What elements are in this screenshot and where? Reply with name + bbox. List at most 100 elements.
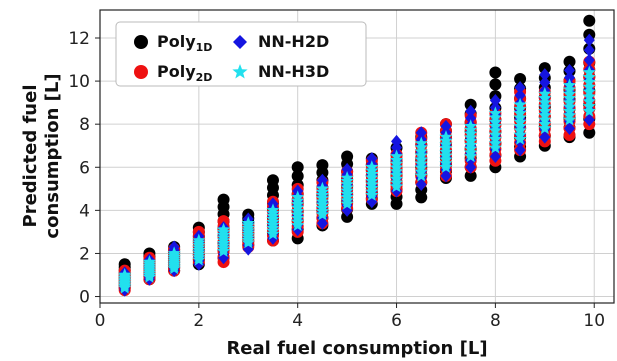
point-nn-h3d <box>439 145 453 158</box>
point-nn-h2d <box>415 126 427 140</box>
point-poly-1d <box>489 78 502 91</box>
y-tick-label: 2 <box>79 244 90 264</box>
data-points <box>118 14 596 297</box>
point-nn-h3d <box>562 87 577 100</box>
y-tick-label: 12 <box>68 29 90 49</box>
point-nn-h2d <box>465 160 477 174</box>
point-nn-h2d <box>341 162 353 176</box>
point-poly-1d <box>583 126 596 139</box>
point-nn-h2d <box>465 111 477 125</box>
point-nn-h3d <box>118 268 132 281</box>
y-tick-label: 8 <box>79 115 90 135</box>
point-poly-1d <box>583 14 596 27</box>
point-nn-h3d <box>414 156 428 170</box>
point-nn-h3d <box>513 106 527 120</box>
point-nn-h2d <box>489 93 501 107</box>
point-nn-h3d <box>538 104 552 117</box>
point-nn-h3d <box>562 99 577 113</box>
point-nn-h3d <box>562 104 577 117</box>
point-nn-h3d <box>562 91 577 104</box>
point-nn-h3d <box>439 137 453 151</box>
point-nn-h2d <box>539 75 551 89</box>
point-nn-h3d <box>315 181 330 195</box>
point-nn-h3d <box>582 89 596 103</box>
point-nn-h2d <box>514 81 526 95</box>
point-poly-1d <box>316 159 329 172</box>
point-nn-h3d <box>439 149 453 162</box>
point-nn-h3d <box>365 160 379 173</box>
point-nn-h3d <box>414 140 428 154</box>
point-nn-h2d <box>564 121 576 135</box>
point-nn-h2d <box>514 88 526 102</box>
legend-label-poly1d: Poly1D <box>157 32 212 54</box>
x-tick-label: 0 <box>95 311 106 331</box>
point-nn-h3d <box>414 148 428 162</box>
point-nn-h2d <box>391 134 403 148</box>
point-nn-h3d <box>464 119 478 132</box>
x-tick-label: 8 <box>490 311 501 331</box>
y-axis-label-line1: Predicted fuel <box>20 85 41 228</box>
axis-ticks: 0 2 4 6 8 10 0 2 4 6 8 10 12 <box>68 29 605 331</box>
point-nn-h3d <box>464 130 478 144</box>
point-nn-h3d <box>538 99 552 113</box>
legend-marker-nn-h3d <box>232 64 248 79</box>
legend-marker-poly2d <box>134 65 148 79</box>
x-tick-label: 4 <box>292 311 303 331</box>
point-nn-h3d <box>538 95 552 109</box>
point-nn-h3d <box>538 91 552 104</box>
point-nn-h3d <box>389 172 404 185</box>
point-nn-h3d <box>582 99 596 113</box>
point-nn-h3d <box>488 132 502 145</box>
point-nn-h3d <box>562 95 577 109</box>
point-nn-h3d <box>414 160 428 174</box>
point-poly-1d <box>291 161 304 174</box>
point-nn-h3d <box>513 128 527 141</box>
point-nn-h2d <box>583 53 595 67</box>
point-nn-h3d <box>538 87 552 100</box>
point-nn-h2d <box>366 152 378 166</box>
point-nn-h3d <box>488 115 502 128</box>
point-nn-h2d <box>465 104 477 118</box>
point-nn-h3d <box>582 75 596 88</box>
point-nn-h3d <box>488 128 502 141</box>
point-nn-h3d <box>538 112 552 126</box>
point-nn-h3d <box>439 141 453 155</box>
point-nn-h3d <box>582 94 596 108</box>
point-nn-h3d <box>464 126 478 140</box>
point-nn-h3d <box>464 134 478 148</box>
point-nn-h3d <box>414 152 428 166</box>
point-nn-h3d <box>167 246 181 260</box>
point-nn-h3d <box>266 203 280 216</box>
point-nn-h3d <box>389 164 404 178</box>
point-nn-h3d <box>582 104 596 117</box>
point-nn-h3d <box>439 156 453 170</box>
point-nn-h3d <box>488 140 502 154</box>
point-nn-h3d <box>439 160 453 173</box>
legend-label-nn-h2d: NN-H2D <box>258 32 329 51</box>
point-nn-h3d <box>513 102 527 115</box>
point-nn-h2d <box>564 63 576 77</box>
point-nn-h2d <box>514 143 526 157</box>
point-nn-h3d <box>464 138 478 151</box>
point-nn-h3d <box>488 119 502 132</box>
point-nn-h3d <box>439 152 453 166</box>
point-nn-h3d <box>562 108 577 122</box>
point-nn-h3d <box>291 190 305 204</box>
point-nn-h3d <box>216 222 231 236</box>
point-poly-1d <box>514 72 527 85</box>
point-nn-h3d <box>513 115 527 128</box>
point-nn-h3d <box>582 65 596 79</box>
point-nn-h3d <box>389 157 404 170</box>
point-nn-h3d <box>389 175 404 189</box>
point-nn-h2d <box>583 43 595 57</box>
point-poly-1d <box>291 170 304 183</box>
point-nn-h3d <box>414 136 428 150</box>
point-nn-h3d <box>582 70 596 83</box>
point-nn-h3d <box>389 168 404 181</box>
point-poly-1d <box>489 66 502 79</box>
point-nn-h3d <box>513 123 527 137</box>
point-nn-h2d <box>489 150 501 163</box>
point-nn-h3d <box>562 78 577 92</box>
point-nn-h3d <box>513 97 527 111</box>
